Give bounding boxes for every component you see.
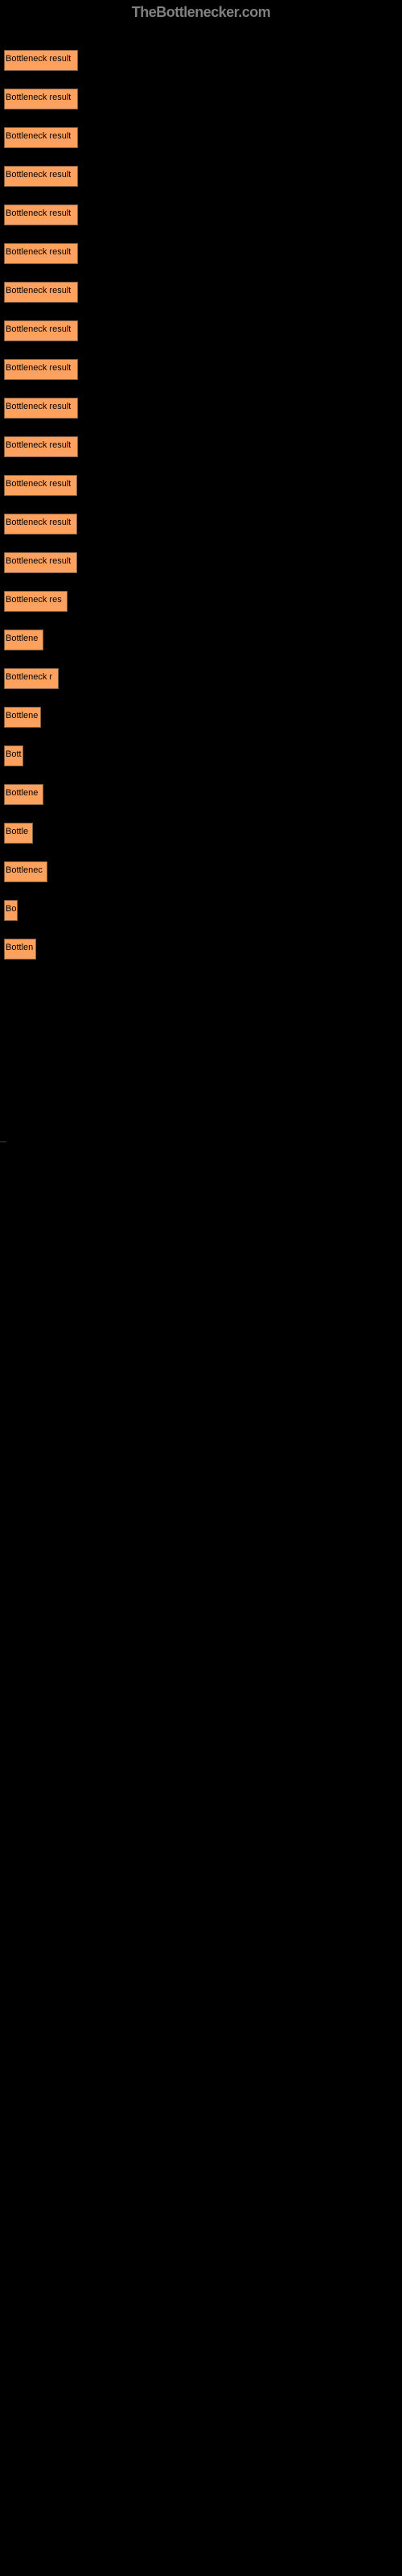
bar-row: Bottlenec <box>4 852 402 891</box>
bar-row: Bottleneck result <box>4 41 402 80</box>
bar-row: Bottle <box>4 814 402 852</box>
bar-row: Bottleneck result <box>4 505 402 543</box>
bar-row: Bottleneck result <box>4 273 402 312</box>
bar-label: Bottleneck result <box>6 402 71 411</box>
bar-label: Bottleneck result <box>6 54 71 64</box>
bar-label: Bottleneck result <box>6 363 71 373</box>
bar-label: Bottlene <box>6 634 38 643</box>
bar-label: Bottle <box>6 827 28 836</box>
bar-label: Bottlenec <box>6 865 43 875</box>
bar-label: Bottleneck result <box>6 479 71 489</box>
bar-row: Bottleneck result <box>4 350 402 389</box>
bar-label: Bottleneck result <box>6 518 71 527</box>
bar-row: Bottleneck result <box>4 543 402 582</box>
bar-label: Bottleneck result <box>6 208 71 218</box>
bar-label: Bottleneck result <box>6 131 71 141</box>
bar-row: Bo <box>4 891 402 930</box>
bar-row: Bottleneck result <box>4 389 402 427</box>
bar-row: Bottleneck r <box>4 659 402 698</box>
bar-row: Bottleneck result <box>4 118 402 157</box>
bar-label: Bottleneck result <box>6 93 71 102</box>
bar-row: Bottlene <box>4 775 402 814</box>
site-title: TheBottlenecker.com <box>0 0 402 25</box>
bar-row: Bottlene <box>4 621 402 659</box>
bar-label: Bottleneck result <box>6 324 71 334</box>
bar-label: Bo <box>6 904 16 914</box>
bar-row: Bottlen <box>4 930 402 968</box>
bar-label: Bottlen <box>6 943 33 952</box>
bar-row: Bott <box>4 737 402 775</box>
bar-row: Bottleneck result <box>4 466 402 505</box>
bar-row: Bottleneck result <box>4 312 402 350</box>
bar-label: Bottleneck result <box>6 440 71 450</box>
bar-label: Bottlene <box>6 788 38 798</box>
bar-label: Bottleneck r <box>6 672 52 682</box>
bar-label: Bottleneck result <box>6 247 71 257</box>
bar-chart: Bottleneck result Bottleneck result Bottle… <box>0 25 402 968</box>
bar-row: Bottleneck result <box>4 234 402 273</box>
bar-label: Bottleneck res <box>6 595 62 605</box>
bar-row: Bottleneck result <box>4 427 402 466</box>
bar-row: Bottleneck res <box>4 582 402 621</box>
bar-label: Bottleneck result <box>6 556 71 566</box>
bar-row: Bottleneck result <box>4 157 402 196</box>
bar-row: Bottleneck result <box>4 80 402 118</box>
bar-label: Bottleneck result <box>6 170 71 180</box>
bar-label: Bottleneck result <box>6 286 71 295</box>
bar-label: Bott <box>6 749 22 759</box>
separator-line <box>0 1141 6 1142</box>
bar-row: Bottlene <box>4 698 402 737</box>
bar-row: Bottleneck result <box>4 196 402 234</box>
bar-label: Bottlene <box>6 711 38 720</box>
